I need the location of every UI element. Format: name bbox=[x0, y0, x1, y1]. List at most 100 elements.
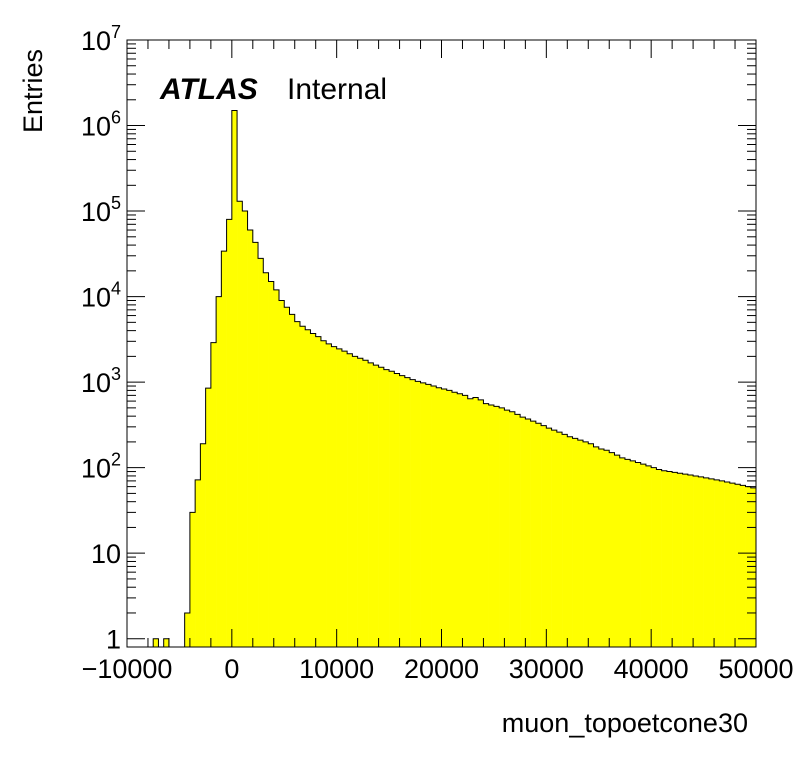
x-tick-label: 40000 bbox=[614, 654, 689, 684]
histogram-bar bbox=[205, 388, 212, 647]
histogram-bar bbox=[750, 487, 757, 647]
histogram-bar bbox=[546, 428, 552, 647]
y-axis-ticks bbox=[127, 39, 756, 640]
histogram-bar bbox=[735, 484, 741, 647]
histogram-bar bbox=[221, 251, 227, 647]
histogram-bar bbox=[661, 470, 668, 647]
y-tick-label: 104 bbox=[81, 279, 121, 313]
histogram-bar bbox=[635, 462, 641, 647]
histogram-bar bbox=[352, 356, 358, 647]
histogram-bar bbox=[457, 393, 463, 647]
x-axis-title: muon_topoetcone30 bbox=[502, 708, 748, 738]
histogram-bar bbox=[645, 465, 652, 647]
histogram-bar bbox=[556, 432, 563, 647]
histogram-bar bbox=[740, 485, 746, 647]
y-tick-label: 105 bbox=[81, 193, 121, 227]
histogram-bar bbox=[441, 389, 448, 647]
histogram-bar bbox=[551, 430, 558, 647]
histogram-bar bbox=[399, 375, 406, 647]
histogram-bar bbox=[520, 417, 526, 647]
histogram-bar bbox=[583, 441, 589, 647]
histogram-bar bbox=[488, 405, 495, 647]
histogram-bar bbox=[446, 390, 453, 647]
histogram-bar bbox=[341, 351, 348, 647]
histogram-bar bbox=[289, 314, 296, 647]
histogram-bar bbox=[378, 367, 385, 647]
histogram-bar bbox=[436, 387, 442, 647]
histogram-bar bbox=[347, 353, 353, 647]
histogram-bar bbox=[189, 512, 196, 647]
histogram-bar bbox=[200, 443, 206, 647]
x-tick-label: −10000 bbox=[82, 654, 173, 684]
histogram-bar bbox=[698, 476, 704, 647]
y-tick-label: 1 bbox=[106, 625, 121, 655]
histogram-bar bbox=[299, 326, 306, 647]
histogram-bar bbox=[541, 425, 547, 647]
histogram-bar bbox=[651, 467, 657, 647]
x-tick-label: 10000 bbox=[299, 654, 374, 684]
histogram-bar bbox=[514, 414, 521, 647]
histogram-bar bbox=[677, 473, 683, 647]
y-axis-title: Entries bbox=[18, 49, 48, 133]
x-tick-label: 20000 bbox=[404, 654, 479, 684]
histogram-bar bbox=[210, 342, 217, 647]
histogram-bar bbox=[263, 272, 269, 647]
histogram-bar bbox=[252, 242, 259, 647]
x-axis-tick-labels: −10000 0 10000 20000 30000 40000 50000 bbox=[82, 654, 794, 684]
histogram-bar bbox=[593, 446, 600, 647]
histogram-bar bbox=[383, 369, 390, 647]
histogram-bar bbox=[294, 321, 301, 647]
histogram-bar bbox=[572, 438, 579, 647]
y-tick-label: 102 bbox=[81, 450, 121, 484]
histogram-bar bbox=[279, 300, 285, 647]
histogram-bar bbox=[284, 307, 290, 647]
histogram-bar bbox=[567, 436, 573, 647]
histogram-bar bbox=[389, 371, 395, 647]
histogram-bar bbox=[305, 329, 311, 647]
histogram-bar bbox=[687, 475, 694, 647]
y-tick-label: 103 bbox=[81, 364, 121, 398]
y-tick-label: 107 bbox=[81, 22, 121, 56]
histogram-bar bbox=[467, 398, 474, 647]
histogram-bar bbox=[682, 474, 689, 647]
histogram-bar bbox=[415, 381, 421, 647]
histogram-bar bbox=[268, 281, 275, 647]
histogram-bar bbox=[640, 464, 647, 647]
x-tick-label: 50000 bbox=[718, 654, 793, 684]
histogram-bar bbox=[509, 411, 516, 647]
histogram-bar bbox=[231, 110, 238, 648]
histogram-bar bbox=[624, 459, 631, 647]
histogram-bar bbox=[326, 343, 332, 647]
histogram-bar bbox=[184, 612, 191, 647]
histogram-bar bbox=[562, 434, 568, 647]
y-tick-label: 10 bbox=[91, 539, 121, 569]
histogram-bar bbox=[577, 440, 584, 647]
histogram-bar bbox=[703, 477, 710, 647]
histogram-bar bbox=[273, 289, 280, 647]
y-axis-tick-labels: 1 10 102 103 104 105 106 107 bbox=[81, 22, 121, 655]
histogram-bar bbox=[630, 460, 636, 647]
histogram-bar bbox=[525, 419, 531, 647]
histogram-bar bbox=[609, 452, 615, 647]
histogram-bar bbox=[535, 423, 542, 647]
histogram-bars bbox=[153, 110, 757, 648]
histogram-bar bbox=[693, 475, 699, 647]
internal-label: Internal bbox=[287, 73, 387, 106]
histogram-outline bbox=[127, 109, 756, 648]
histogram-bar bbox=[451, 392, 458, 647]
histogram-bar bbox=[724, 481, 731, 647]
histogram-bar bbox=[368, 362, 374, 647]
histogram-bar bbox=[153, 638, 159, 647]
histogram-bar bbox=[310, 333, 316, 647]
histogram-bar bbox=[530, 421, 537, 647]
histogram-bar bbox=[666, 471, 673, 647]
histogram-bar bbox=[729, 483, 736, 647]
histogram-bar bbox=[226, 219, 233, 647]
histogram-bar bbox=[362, 360, 369, 647]
x-tick-label: 30000 bbox=[509, 654, 584, 684]
histogram-bar bbox=[719, 480, 725, 647]
histogram-bar bbox=[672, 472, 678, 647]
histogram-bar bbox=[708, 478, 715, 647]
x-axis-ticks bbox=[126, 40, 757, 647]
histogram-bar bbox=[216, 296, 222, 647]
